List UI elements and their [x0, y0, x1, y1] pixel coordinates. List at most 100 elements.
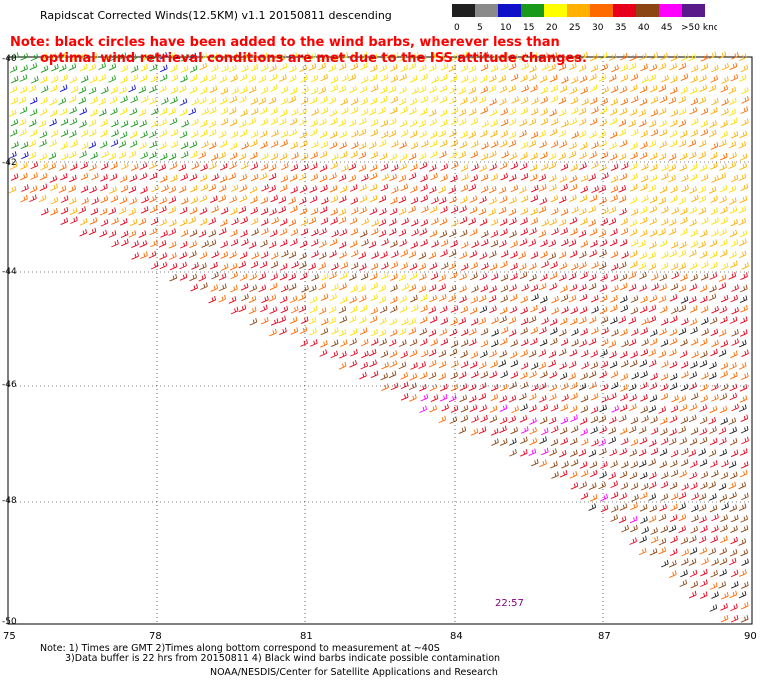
wind-barb: [549, 184, 557, 192]
wind-barb: [370, 84, 379, 93]
wind-barb: [649, 84, 658, 93]
wind-barb: [89, 75, 98, 84]
wind-barb: [399, 86, 407, 94]
wind-barb: [589, 151, 597, 159]
wind-barb: [189, 140, 198, 149]
wind-barb: [569, 62, 577, 71]
wind-barb: [629, 228, 638, 237]
wind-barb: [189, 250, 197, 259]
wind-barb: [149, 151, 157, 160]
wind-barb: [221, 64, 229, 73]
wind-barb: [640, 394, 648, 402]
wind-barb: [220, 251, 229, 259]
wind-barb: [519, 415, 528, 423]
wind-barb: [319, 130, 328, 139]
wind-barb: [151, 107, 159, 116]
wind-barb: [548, 239, 556, 248]
wind-barb: [598, 438, 606, 447]
wind-barb: [220, 263, 229, 271]
wind-barb: [618, 119, 627, 127]
wind-barb: [649, 548, 658, 556]
wind-barb: [80, 142, 89, 150]
wind-barb: [599, 425, 607, 434]
wind-barb: [8, 185, 17, 194]
wind-barb: [370, 370, 379, 378]
wind-barb: [400, 249, 409, 257]
wind-barb: [709, 604, 718, 612]
wind-barb: [378, 106, 386, 115]
wind-barb: [79, 150, 87, 159]
wind-barb: [399, 73, 407, 81]
wind-barb: [240, 229, 248, 238]
wind-barb: [248, 74, 257, 83]
wind-barb: [728, 97, 737, 106]
wind-barb: [100, 162, 109, 171]
wind-barb: [479, 272, 488, 281]
wind-barb: [468, 65, 477, 73]
wind-barb: [570, 262, 579, 271]
wind-barb: [149, 140, 157, 149]
wind-barb: [740, 461, 749, 469]
wind-barb: [261, 184, 269, 192]
wind-barb: [409, 272, 418, 280]
wind-barb: [418, 64, 427, 72]
wind-barb: [250, 206, 258, 215]
wind-barb: [349, 217, 358, 225]
wind-barb: [711, 175, 719, 183]
wind-barb: [350, 348, 358, 357]
wind-barb: [608, 74, 617, 82]
wind-barb: [370, 262, 379, 271]
wind-barb: [490, 119, 498, 127]
wind-barb: [229, 161, 237, 170]
wind-barb: [660, 417, 668, 425]
wind-barb: [578, 107, 587, 115]
wind-barb: [398, 229, 407, 237]
wind-barb: [231, 217, 239, 226]
wind-barb: [170, 128, 179, 137]
wind-barb: [720, 514, 728, 522]
wind-barb: [719, 152, 728, 161]
wind-barb: [579, 194, 588, 203]
wind-barb: [229, 64, 237, 73]
wind-barb: [499, 85, 508, 93]
wind-barb: [469, 195, 478, 203]
wind-barb: [379, 64, 387, 73]
wind-barb: [698, 493, 707, 501]
wind-barb: [379, 152, 388, 161]
wind-barb: [409, 119, 418, 128]
wind-barb: [359, 183, 367, 192]
wind-barb: [641, 338, 649, 347]
wind-barb: [738, 339, 747, 348]
colorbar-swatch: [590, 4, 613, 17]
wind-barb: [130, 119, 139, 128]
wind-barb: [620, 373, 629, 381]
wind-barb: [669, 119, 678, 128]
wind-barb: [210, 195, 218, 204]
wind-barb: [711, 217, 719, 225]
wind-barb: [530, 304, 538, 313]
wind-barb: [450, 139, 459, 147]
wind-barb: [140, 130, 148, 139]
wind-barb: [60, 51, 69, 60]
wind-barb: [638, 448, 647, 457]
wind-barb: [128, 230, 137, 238]
wind-barb: [378, 329, 387, 337]
wind-barb: [290, 205, 298, 213]
wind-barb: [159, 118, 167, 127]
wind-barb: [688, 449, 697, 457]
wind-barb: [688, 590, 697, 599]
wind-barb: [679, 152, 688, 161]
wind-barb: [361, 217, 369, 226]
wind-barb: [330, 54, 339, 62]
wind-barb: [489, 305, 497, 314]
wind-barb: [721, 108, 729, 116]
wind-barb: [398, 54, 406, 62]
wind-barb: [579, 283, 587, 292]
wind-barb: [548, 359, 556, 368]
wind-barb: [671, 394, 679, 403]
wind-barb: [30, 76, 39, 84]
wind-barb: [670, 469, 679, 478]
wind-barb: [650, 109, 659, 117]
wind-barb: [540, 86, 548, 95]
wind-barb: [649, 174, 658, 182]
